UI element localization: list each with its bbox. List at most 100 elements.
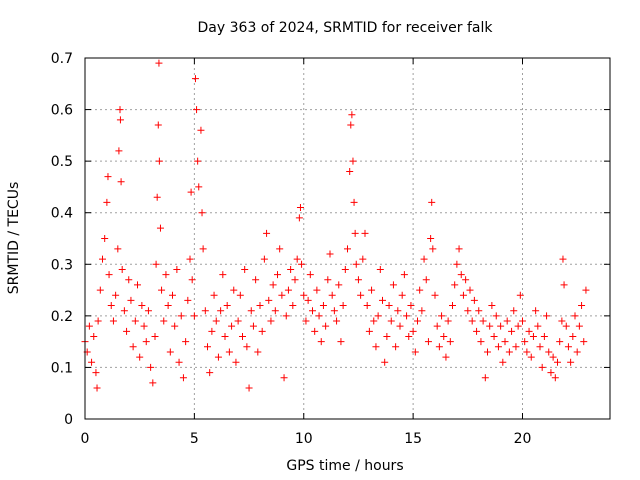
data-point	[540, 332, 548, 340]
data-point	[383, 332, 391, 340]
data-point	[116, 116, 124, 124]
data-point	[258, 327, 266, 335]
data-point	[125, 276, 133, 284]
data-point	[190, 312, 198, 320]
data-point	[317, 338, 325, 346]
data-point	[116, 106, 124, 114]
data-point	[324, 276, 332, 284]
data-point	[99, 255, 106, 263]
data-point	[245, 384, 253, 392]
data-point	[217, 307, 225, 315]
data-point	[479, 317, 487, 325]
data-point	[481, 374, 489, 382]
data-point	[164, 302, 172, 310]
data-point	[295, 214, 303, 222]
data-point	[280, 374, 288, 382]
data-point	[490, 332, 498, 340]
data-point	[376, 265, 384, 273]
data-point	[370, 317, 378, 325]
data-point	[475, 307, 483, 315]
data-point	[129, 343, 137, 351]
data-point	[88, 358, 96, 366]
data-point	[138, 302, 146, 310]
data-point	[239, 332, 246, 340]
data-point	[564, 343, 572, 351]
data-point	[90, 332, 98, 340]
data-point	[204, 343, 211, 351]
y-tick-label: 0.1	[51, 360, 73, 376]
data-point	[442, 353, 450, 361]
data-point	[446, 338, 454, 346]
data-point	[418, 307, 426, 315]
data-point	[424, 338, 432, 346]
data-point	[186, 255, 194, 263]
data-point	[187, 188, 195, 196]
data-point	[94, 317, 102, 325]
data-point	[558, 317, 566, 325]
data-point	[527, 353, 535, 361]
data-point	[416, 286, 424, 294]
data-point	[569, 332, 577, 340]
data-point	[551, 374, 559, 382]
data-point	[197, 126, 205, 134]
data-point	[109, 317, 117, 325]
data-point	[162, 271, 170, 279]
data-point	[571, 312, 579, 320]
data-point	[112, 291, 120, 299]
data-point	[160, 317, 168, 325]
data-point	[503, 317, 511, 325]
y-tick-label: 0	[64, 412, 73, 428]
data-point	[405, 332, 413, 340]
data-point	[354, 276, 362, 284]
data-point	[484, 348, 491, 356]
x-axis-label: GPS time / hours	[286, 458, 403, 474]
data-point	[387, 317, 395, 325]
data-point	[120, 307, 128, 315]
data-point	[221, 332, 229, 340]
data-point	[512, 343, 520, 351]
y-tick-label: 0.4	[51, 206, 73, 222]
data-point	[477, 338, 485, 346]
data-point	[349, 157, 357, 165]
data-point	[284, 286, 292, 294]
data-point	[455, 245, 463, 253]
data-point	[431, 291, 439, 299]
data-point	[219, 271, 227, 279]
data-point	[201, 307, 209, 315]
data-point	[236, 291, 244, 299]
data-point	[549, 353, 557, 361]
data-point	[274, 271, 281, 279]
data-point	[298, 260, 306, 268]
data-point	[464, 307, 472, 315]
data-point	[580, 338, 588, 346]
data-point	[104, 173, 112, 181]
data-point	[85, 322, 93, 330]
data-point	[348, 111, 356, 119]
data-point	[344, 245, 351, 253]
data-point	[538, 363, 546, 371]
data-point	[350, 198, 358, 206]
axis-ticks	[84, 57, 610, 420]
data-point	[392, 343, 400, 351]
data-point	[269, 281, 277, 289]
data-point	[263, 229, 271, 237]
data-point	[127, 296, 135, 304]
data-point	[582, 286, 590, 294]
data-point	[206, 369, 214, 377]
data-point	[291, 276, 299, 284]
data-point	[103, 198, 111, 206]
data-point	[473, 327, 481, 335]
data-point	[152, 260, 160, 268]
data-point	[359, 255, 367, 263]
data-point	[293, 255, 301, 263]
data-point	[198, 209, 206, 217]
data-point	[444, 317, 452, 325]
plot-frame	[84, 57, 611, 420]
y-tick-label: 0.6	[51, 103, 73, 119]
data-point	[260, 255, 268, 263]
x-tick-label: 10	[295, 431, 313, 447]
data-point	[534, 322, 542, 330]
data-point	[223, 302, 231, 310]
data-point	[319, 302, 327, 310]
data-point	[385, 302, 393, 310]
